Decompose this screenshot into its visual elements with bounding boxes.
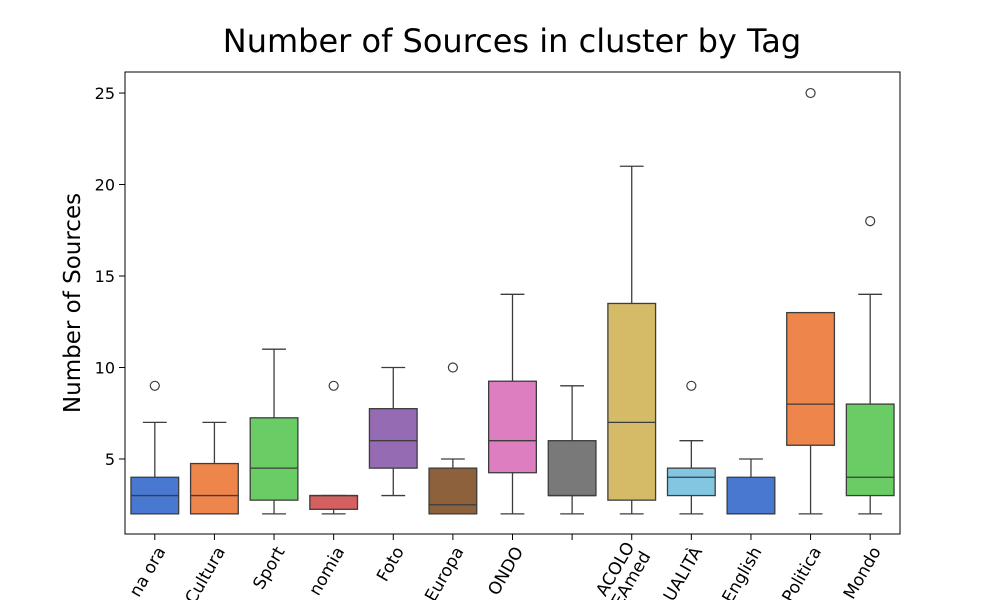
- box: [488, 380, 537, 474]
- box: [726, 476, 776, 515]
- x-tick-label: UALITÀ: [658, 542, 707, 600]
- box: [368, 408, 418, 469]
- box: [547, 440, 597, 497]
- box: [666, 467, 716, 497]
- y-tick-label: 5: [105, 450, 115, 469]
- box: [189, 462, 239, 515]
- x-tick-label: ACOLOEAmed: [592, 539, 656, 600]
- outlier: [686, 380, 697, 391]
- chart-title: Number of Sources in cluster by Tag: [223, 22, 801, 60]
- x-tick-label: Mondo: [840, 544, 886, 600]
- outlier: [149, 380, 160, 391]
- outlier: [328, 380, 339, 391]
- x-tick-label: English: [718, 544, 766, 600]
- x-tick-label: ONDO: [484, 544, 528, 600]
- x-tick-label: nomia: [305, 544, 349, 600]
- box: [845, 403, 895, 497]
- box: [428, 467, 478, 515]
- y-axis-label: Number of Sources: [60, 193, 86, 413]
- box: [607, 302, 657, 501]
- y-tick-label: 15: [95, 267, 115, 286]
- x-tick-label: Politica: [778, 544, 826, 600]
- y-tick-label: 10: [95, 358, 115, 377]
- x-tick-label: Foto: [373, 544, 409, 586]
- box: [249, 417, 299, 501]
- y-tick-label: 20: [95, 176, 115, 195]
- outlier: [865, 216, 876, 227]
- box: [786, 311, 836, 446]
- outlier: [805, 87, 816, 99]
- outlier: [447, 362, 458, 373]
- x-tick-label: Europa: [421, 544, 468, 600]
- y-tick-label: 25: [95, 84, 115, 103]
- x-tick-label: Cultura: [182, 544, 230, 600]
- box: [309, 494, 359, 510]
- x-tick-label: Sport: [249, 543, 289, 593]
- x-tick-label: na ora: [126, 544, 171, 600]
